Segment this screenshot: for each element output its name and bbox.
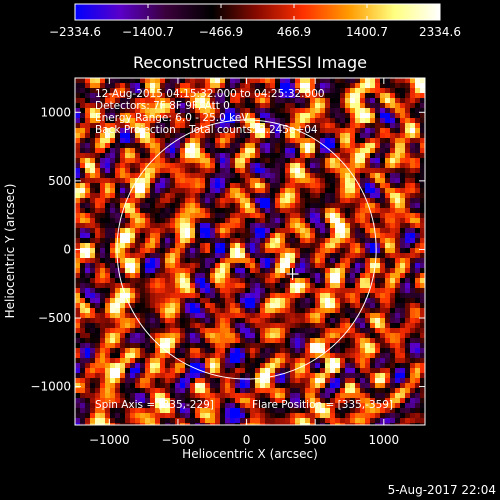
colorbar-tick-label: −2334.6 bbox=[49, 25, 101, 39]
colorbar-tick-label: −1400.7 bbox=[122, 25, 174, 39]
x-tick-label: 1000 bbox=[369, 433, 400, 447]
x-axis-title: Heliocentric X (arcsec) bbox=[182, 447, 318, 461]
y-tick-label: 1000 bbox=[40, 105, 71, 119]
x-tick-label: 500 bbox=[304, 433, 327, 447]
colorbar-tick-label: 2334.6 bbox=[419, 25, 461, 39]
colorbar-tick-label: −466.9 bbox=[199, 25, 243, 39]
x-axis-ticks: −1000 −500 0 500 1000 bbox=[89, 78, 399, 447]
y-axis-title: Heliocentric Y (arcsec) bbox=[3, 184, 17, 319]
colorbar: −2334.6 −1400.7 −466.9 466.9 1400.7 2334.6 bbox=[49, 3, 461, 39]
x-tick-label: 0 bbox=[243, 433, 251, 447]
colorbar-tick-label: 466.9 bbox=[277, 25, 311, 39]
y-tick-label: −500 bbox=[38, 311, 71, 325]
annotation-method-counts: Back Projection Total counts: 3.245e+04 bbox=[95, 124, 318, 136]
plot-frame bbox=[74, 77, 426, 426]
y-tick-label: 0 bbox=[63, 242, 71, 256]
annotation-energy-range: Energy Range: 6.0 - 25.0 keV bbox=[95, 112, 249, 124]
y-axis-ticks: −1000 −500 0 500 1000 bbox=[30, 105, 425, 394]
annotation-detectors: Detectors: 7F 8F 9F, Att 0 bbox=[95, 100, 230, 112]
y-tick-label: 500 bbox=[48, 174, 71, 188]
colorbar-gradient bbox=[74, 3, 441, 21]
annotation-time-range: 12-Aug-2015 04:15:32.000 to 04:25:32.000 bbox=[95, 88, 325, 100]
x-tick-label: −1000 bbox=[89, 433, 130, 447]
plot-date: 5-Aug-2017 22:04 bbox=[388, 483, 496, 497]
annotation-spin-axis: Spin Axis = [335,-229] bbox=[95, 399, 214, 411]
flare-position-marker bbox=[286, 267, 299, 280]
solar-limb-circle bbox=[116, 119, 377, 380]
colorbar-ticks: −2334.6 −1400.7 −466.9 466.9 1400.7 2334.6 bbox=[49, 4, 461, 39]
colorbar-tick-label: 1400.7 bbox=[346, 25, 388, 39]
annotation-flare-position: Flare Position = [335,-359] bbox=[252, 399, 393, 411]
y-tick-label: −1000 bbox=[30, 380, 71, 394]
reconstructed-image bbox=[75, 78, 425, 425]
x-tick-label: −500 bbox=[161, 433, 194, 447]
plot-area bbox=[74, 77, 426, 426]
chart-title: Reconstructed RHESSI Image bbox=[133, 53, 367, 72]
